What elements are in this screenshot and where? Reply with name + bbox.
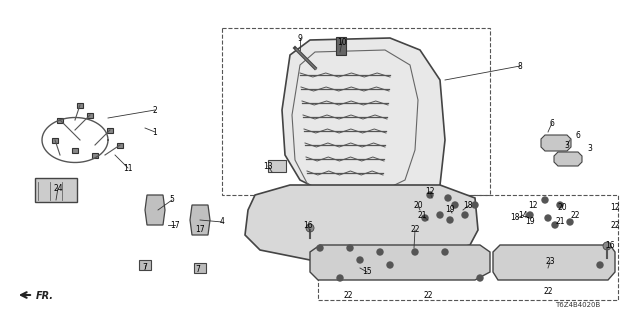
Bar bbox=[107, 127, 113, 132]
Bar bbox=[57, 117, 63, 123]
Text: 2: 2 bbox=[152, 106, 157, 115]
Text: 22: 22 bbox=[543, 287, 553, 297]
Text: 8: 8 bbox=[518, 61, 522, 70]
Bar bbox=[268, 160, 286, 172]
Bar bbox=[72, 148, 78, 153]
Circle shape bbox=[377, 249, 383, 255]
Text: FR.: FR. bbox=[36, 291, 54, 301]
Text: 4: 4 bbox=[220, 218, 225, 227]
Circle shape bbox=[445, 195, 451, 201]
Circle shape bbox=[442, 249, 448, 255]
Circle shape bbox=[542, 197, 548, 203]
Text: 19: 19 bbox=[525, 218, 535, 227]
Circle shape bbox=[422, 215, 428, 221]
Text: 7: 7 bbox=[196, 266, 200, 275]
Bar bbox=[336, 37, 346, 55]
Circle shape bbox=[357, 257, 363, 263]
Bar bbox=[52, 138, 58, 142]
Circle shape bbox=[472, 202, 478, 208]
Text: 22: 22 bbox=[410, 226, 420, 235]
Circle shape bbox=[447, 217, 453, 223]
Text: 18: 18 bbox=[510, 213, 520, 222]
Text: 22: 22 bbox=[611, 220, 620, 229]
Text: 6: 6 bbox=[550, 118, 554, 127]
Circle shape bbox=[387, 262, 393, 268]
Text: 12: 12 bbox=[425, 188, 435, 196]
Bar bbox=[139, 260, 151, 270]
Text: 10: 10 bbox=[337, 37, 347, 46]
Text: 12: 12 bbox=[528, 201, 538, 210]
Text: 17: 17 bbox=[195, 226, 205, 235]
Text: 20: 20 bbox=[557, 204, 567, 212]
Text: 22: 22 bbox=[423, 291, 433, 300]
Text: 22: 22 bbox=[343, 291, 353, 300]
Circle shape bbox=[412, 249, 418, 255]
Bar bbox=[35, 178, 77, 202]
Circle shape bbox=[557, 202, 563, 208]
Bar bbox=[194, 263, 206, 273]
Circle shape bbox=[477, 275, 483, 281]
Polygon shape bbox=[145, 195, 165, 225]
Text: 21: 21 bbox=[556, 218, 564, 227]
Circle shape bbox=[597, 262, 603, 268]
Text: 23: 23 bbox=[545, 258, 555, 267]
Bar bbox=[87, 113, 93, 117]
Circle shape bbox=[317, 245, 323, 251]
Text: 16: 16 bbox=[303, 220, 313, 229]
Polygon shape bbox=[493, 245, 615, 280]
Circle shape bbox=[567, 219, 573, 225]
Circle shape bbox=[437, 212, 443, 218]
Text: 16: 16 bbox=[605, 241, 615, 250]
Polygon shape bbox=[541, 135, 571, 151]
Polygon shape bbox=[282, 38, 445, 205]
Circle shape bbox=[545, 215, 551, 221]
Bar bbox=[92, 153, 98, 157]
Circle shape bbox=[306, 224, 314, 232]
Text: 5: 5 bbox=[170, 196, 175, 204]
Text: 14: 14 bbox=[518, 211, 528, 220]
Bar bbox=[117, 142, 123, 148]
Circle shape bbox=[337, 275, 343, 281]
Text: 24: 24 bbox=[53, 183, 63, 193]
Text: 20: 20 bbox=[413, 202, 423, 211]
Text: 6: 6 bbox=[575, 131, 580, 140]
Text: 21: 21 bbox=[417, 212, 427, 220]
Polygon shape bbox=[310, 245, 490, 280]
Text: T6Z4B4020B: T6Z4B4020B bbox=[555, 302, 600, 308]
Circle shape bbox=[452, 202, 458, 208]
Circle shape bbox=[552, 222, 558, 228]
Circle shape bbox=[427, 192, 433, 198]
Polygon shape bbox=[554, 152, 582, 166]
Bar bbox=[77, 102, 83, 108]
Text: 11: 11 bbox=[124, 164, 132, 172]
Text: 7: 7 bbox=[143, 263, 147, 273]
Circle shape bbox=[347, 245, 353, 251]
Text: 18: 18 bbox=[463, 202, 473, 211]
Text: 3: 3 bbox=[564, 140, 570, 149]
Polygon shape bbox=[190, 205, 210, 235]
Text: 15: 15 bbox=[362, 268, 372, 276]
Text: 12: 12 bbox=[611, 204, 620, 212]
Polygon shape bbox=[245, 185, 478, 260]
Circle shape bbox=[462, 212, 468, 218]
Circle shape bbox=[603, 242, 611, 250]
Text: 13: 13 bbox=[263, 162, 273, 171]
Text: 1: 1 bbox=[152, 127, 157, 137]
Text: 9: 9 bbox=[298, 34, 303, 43]
Text: 22: 22 bbox=[570, 211, 580, 220]
Text: 17: 17 bbox=[170, 220, 180, 229]
Text: 3: 3 bbox=[588, 143, 593, 153]
Circle shape bbox=[527, 212, 533, 218]
Text: 19: 19 bbox=[445, 205, 455, 214]
